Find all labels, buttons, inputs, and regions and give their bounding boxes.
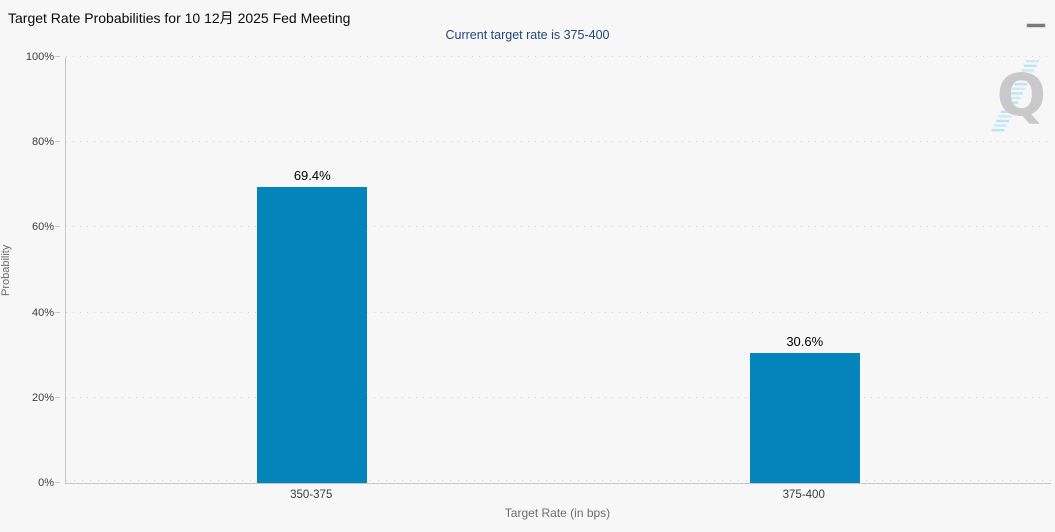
y-tick-label: 100%: [25, 51, 54, 63]
gridline: [66, 311, 1051, 313]
gridline: [66, 226, 1051, 228]
chart-subtitle: Current target rate is 375-400: [445, 28, 610, 42]
x-axis-title: Target Rate (in bps): [504, 506, 611, 520]
y-tick-label: 20%: [31, 391, 54, 404]
y-tick-mark: [55, 56, 60, 57]
gridline: [66, 141, 1051, 143]
chart-menu-button[interactable]: [1024, 7, 1048, 29]
y-tick-label: 80%: [31, 136, 54, 149]
bar-375-400: 30.6%: [749, 334, 860, 483]
bar-value-label: 69.4%: [293, 168, 331, 184]
y-tick-label: 0%: [38, 477, 54, 489]
y-tick-label: 60%: [31, 221, 54, 234]
bar-value-label: 30.6%: [786, 333, 824, 349]
x-axis-labels: 350-375 375-400: [65, 489, 1050, 505]
watermark-stripes: [991, 60, 1039, 132]
y-tick-mark: [55, 141, 60, 143]
y-tick-mark: [55, 482, 60, 483]
y-tick-mark: [55, 226, 60, 228]
quikstrike-watermark: Q: [986, 56, 1050, 136]
x-axis-minor-ticks: [66, 480, 1051, 481]
gridline: [66, 396, 1051, 398]
x-tick-label: 350-375: [290, 489, 333, 501]
watermark-q-letter: Q: [996, 61, 1046, 129]
y-tick-mark: [55, 396, 60, 398]
gridline: [66, 56, 1051, 57]
y-axis: 0% 20% 40% 60% 80% 100%: [0, 51, 60, 489]
bar-350-375: 69.4%: [257, 168, 368, 483]
y-tick-mark: [55, 311, 60, 313]
plot-area: 69.4% 30.6%: [65, 56, 1051, 484]
y-tick-label: 40%: [31, 306, 54, 319]
chart-title: Target Rate Probabilities for 10 12月 202…: [8, 10, 351, 26]
x-tick-label: 375-400: [782, 489, 825, 501]
